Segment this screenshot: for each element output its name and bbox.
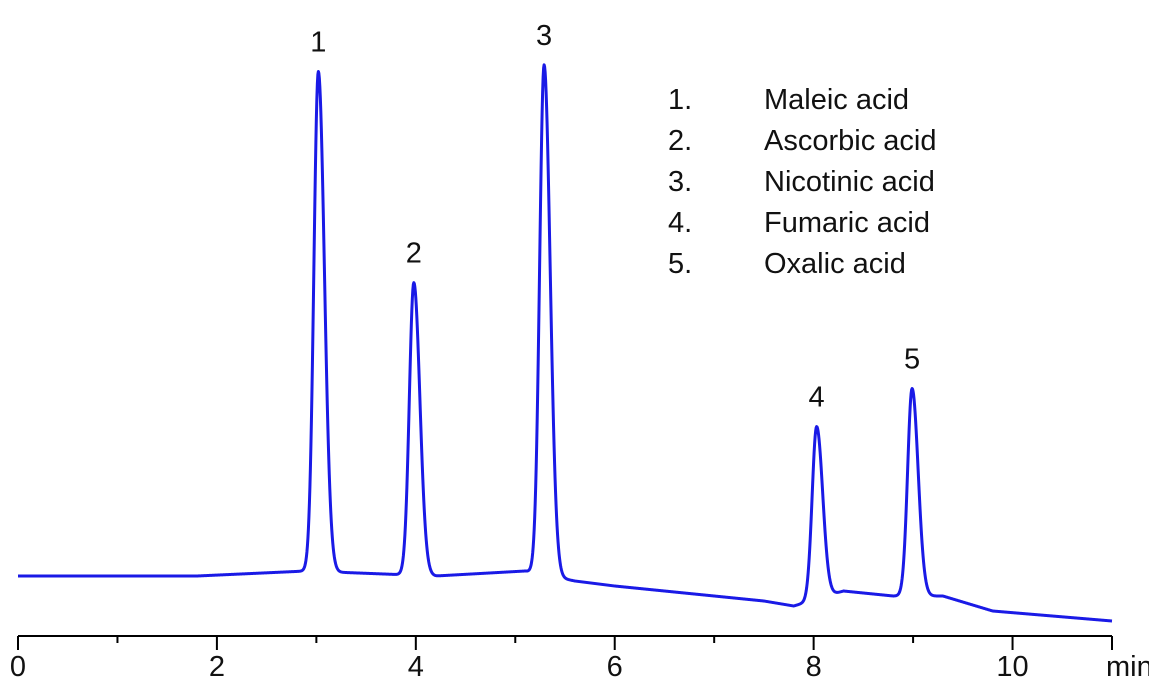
peak-number-label: 1 <box>310 26 326 58</box>
peak-number-label: 4 <box>809 382 825 414</box>
chromatogram-trace <box>17 63 1113 623</box>
x-axis-unit-label: min <box>1106 651 1149 683</box>
legend-row: 5. Oxalic acid <box>668 244 936 285</box>
legend-row: 1. Maleic acid <box>668 80 936 121</box>
legend-compound-name: Ascorbic acid <box>764 125 937 157</box>
x-tick-label: 4 <box>408 651 424 683</box>
legend-compound-name: Oxalic acid <box>764 248 906 280</box>
peak-number-label: 5 <box>904 344 920 376</box>
peak-legend: 1. Maleic acid 2. Ascorbic acid 3. Nicot… <box>668 80 936 285</box>
legend-row: 4. Fumaric acid <box>668 203 936 244</box>
x-tick-label: 0 <box>10 651 26 683</box>
x-tick-label: 6 <box>607 651 623 683</box>
x-tick-label: 10 <box>996 651 1028 683</box>
legend-compound-name: Fumaric acid <box>764 207 930 239</box>
x-tick-label: 2 <box>209 651 225 683</box>
x-axis: 0 2 4 6 8 10 <box>10 635 1113 683</box>
peak-labels: 1 2 3 4 5 <box>310 20 920 414</box>
legend-number: 5. <box>668 248 693 280</box>
legend-number: 2. <box>668 125 693 157</box>
x-tick-label: 8 <box>806 651 822 683</box>
peak-number-label: 2 <box>406 238 422 270</box>
legend-compound-name: Nicotinic acid <box>764 166 935 198</box>
legend-row: 3. Nicotinic acid <box>668 162 936 203</box>
legend-number: 1. <box>668 84 693 116</box>
legend-number: 4. <box>668 207 693 239</box>
legend-compound-name: Maleic acid <box>764 84 910 116</box>
peak-number-label: 3 <box>536 20 552 52</box>
legend-row: 2. Ascorbic acid <box>668 121 936 162</box>
chromatogram-trace-group <box>17 63 1113 623</box>
legend-number: 3. <box>668 166 693 198</box>
